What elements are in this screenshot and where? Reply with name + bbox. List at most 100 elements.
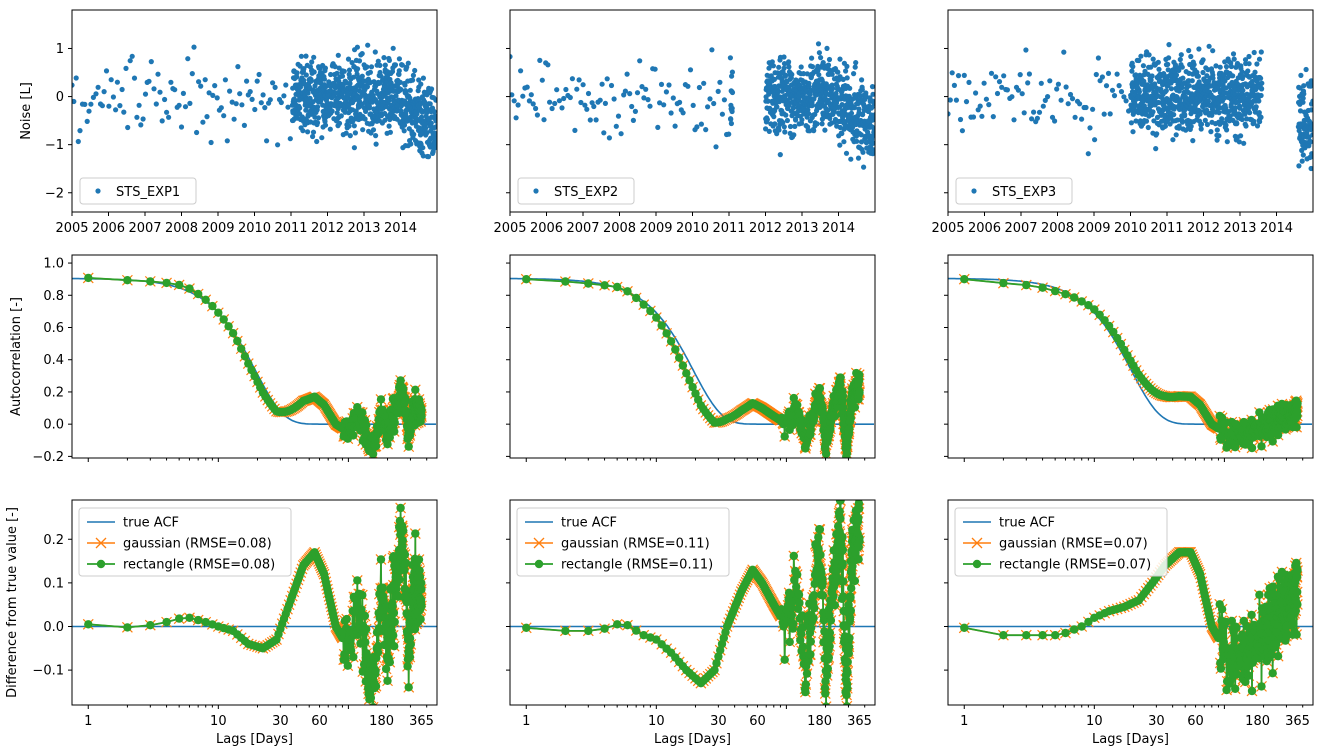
- y-tick-label: 1: [56, 42, 64, 57]
- noise-point: [1236, 139, 1242, 145]
- noise-point: [1256, 98, 1262, 104]
- noise-point: [373, 133, 379, 139]
- noise-point: [1224, 127, 1230, 133]
- rectangle-marker: [368, 449, 378, 458]
- rectangle-marker: [395, 575, 404, 584]
- noise-point: [267, 97, 273, 103]
- noise-point: [1047, 78, 1053, 84]
- noise-point: [844, 63, 850, 69]
- y-tick-label: −0.2: [32, 450, 64, 465]
- noise-point: [1243, 123, 1249, 129]
- noise-point: [955, 73, 962, 79]
- x-tick-label: 30: [272, 714, 289, 729]
- noise-point: [597, 97, 603, 103]
- noise-point: [1200, 57, 1206, 63]
- noise-point: [574, 86, 580, 92]
- rectangle-marker: [369, 703, 377, 705]
- noise-point: [303, 72, 309, 78]
- noise-point: [275, 142, 281, 148]
- rectangle-marker: [201, 295, 210, 304]
- noise-point: [770, 63, 777, 69]
- noise-panel-1: 2005 2006 2007 2008 2009 2010 2011 2012 2013 2014…: [19, 9, 438, 236]
- noise-point: [202, 77, 208, 83]
- x-tick-label: 2009: [1077, 221, 1110, 236]
- rectangle-marker: [362, 421, 371, 430]
- noise-point: [416, 77, 422, 83]
- rectangle-marker: [175, 614, 184, 623]
- noise-panel-2: 2005 2006 2007 2008 2009 2010 2011 2012 2013 2014…: [493, 9, 876, 236]
- noise-point: [140, 116, 146, 122]
- noise-point: [164, 109, 170, 115]
- noise-point: [1186, 47, 1192, 54]
- rectangle-marker: [405, 652, 415, 662]
- noise-point: [711, 100, 717, 107]
- noise-point: [774, 104, 780, 110]
- y-tick-label: 0.2: [43, 533, 64, 548]
- noise-point: [136, 102, 142, 108]
- noise-point: [373, 141, 379, 147]
- noise-point: [1145, 124, 1151, 131]
- noise-point: [957, 116, 964, 123]
- noise-point: [951, 82, 958, 88]
- noise-point: [859, 77, 865, 83]
- noise-point: [668, 110, 674, 116]
- rectangle-marker: [623, 287, 632, 296]
- noise-point: [1213, 63, 1219, 69]
- legend-box: [78, 507, 292, 577]
- x-tick-label: 2012: [749, 221, 782, 236]
- rectangle-marker: [639, 300, 648, 309]
- x-tick-label: 2008: [603, 221, 636, 236]
- x-tick-label: 2011: [1150, 221, 1183, 236]
- noise-point: [647, 103, 653, 109]
- noise-point: [1168, 86, 1174, 92]
- noise-point: [670, 95, 676, 101]
- noise-point: [231, 116, 237, 122]
- noise-point: [852, 64, 858, 70]
- noise-point: [1202, 117, 1208, 123]
- rectangle-marker: [657, 321, 666, 330]
- noise-point: [1179, 119, 1185, 125]
- noise-point: [364, 64, 370, 70]
- noise-point: [613, 123, 619, 129]
- noise-point: [367, 69, 373, 75]
- rectangle-marker: [671, 345, 680, 354]
- rectangle-marker: [403, 662, 412, 671]
- legend-label: true ACF: [123, 516, 179, 531]
- noise-point: [994, 90, 1001, 97]
- noise-point: [830, 85, 836, 92]
- noise-point: [791, 132, 797, 138]
- rectangle-marker: [349, 431, 358, 440]
- noise-point: [427, 101, 433, 107]
- noise-point: [327, 126, 333, 132]
- noise-point: [1296, 163, 1302, 169]
- noise-point: [339, 73, 346, 79]
- noise-point: [1009, 94, 1015, 100]
- rectangle-marker: [662, 329, 671, 338]
- rectangle-marker: [201, 617, 210, 627]
- noise-point: [1256, 110, 1262, 116]
- noise-point: [1153, 146, 1159, 152]
- noise-point: [839, 130, 845, 137]
- rectangle-marker: [237, 344, 246, 353]
- rectangle-marker: [228, 329, 238, 338]
- legend-marker-rectangle: [96, 559, 106, 569]
- diff-series: [72, 502, 437, 705]
- noise-point: [1173, 132, 1179, 138]
- x-tick-label: 2007: [566, 221, 599, 236]
- noise-point: [233, 101, 239, 107]
- noise-point: [547, 99, 553, 105]
- noise-point: [1224, 139, 1230, 145]
- noise-point: [528, 92, 534, 98]
- noise-point: [287, 136, 293, 142]
- x-axis-label: Lags [Days]: [216, 732, 293, 747]
- noise-point: [283, 82, 289, 88]
- noise-point: [643, 86, 649, 92]
- noise-point: [206, 90, 212, 96]
- noise-point: [229, 99, 235, 105]
- acf-series: [72, 272, 436, 458]
- noise-point: [401, 122, 408, 128]
- rectangle-marker: [385, 658, 394, 667]
- noise-point: [851, 105, 858, 111]
- rectangle-marker: [396, 376, 405, 385]
- noise-point: [1303, 66, 1309, 73]
